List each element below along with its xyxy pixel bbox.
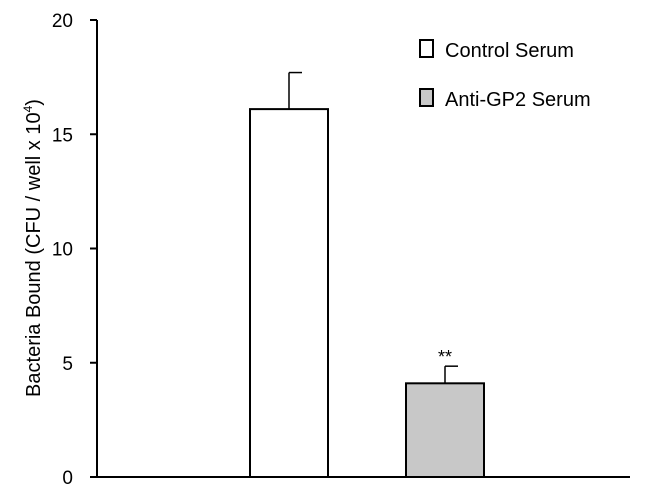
bar-anti-gp2-serum (405, 382, 485, 478)
y-axis-title-main: Bacteria Bound (CFU / well x 10 (23, 112, 45, 397)
y-tick-label: 5 (62, 354, 73, 375)
y-axis-title-close: ) (23, 99, 45, 106)
legend: Control Serum Anti-GP2 Serum (419, 39, 591, 111)
y-axis-title-superscript: 4 (21, 105, 35, 112)
legend-label-control: Control Serum (445, 40, 574, 62)
legend-swatch-anti (419, 88, 434, 107)
bar-control-serum (249, 108, 329, 479)
legend-label-anti: Anti-GP2 Serum (445, 89, 591, 111)
y-tick-label: 10 (52, 240, 73, 261)
y-axis-title: Bacteria Bound (CFU / well x 104) (21, 99, 45, 397)
y-tick-label: 15 (52, 125, 73, 146)
y-tick-label: 0 (62, 468, 73, 489)
significance-label: ** (438, 347, 452, 367)
y-ticks: 0 5 10 15 20 (52, 11, 97, 489)
legend-swatch-control (419, 39, 434, 58)
y-tick-label: 20 (52, 11, 73, 32)
bars-group: ** (249, 71, 485, 479)
